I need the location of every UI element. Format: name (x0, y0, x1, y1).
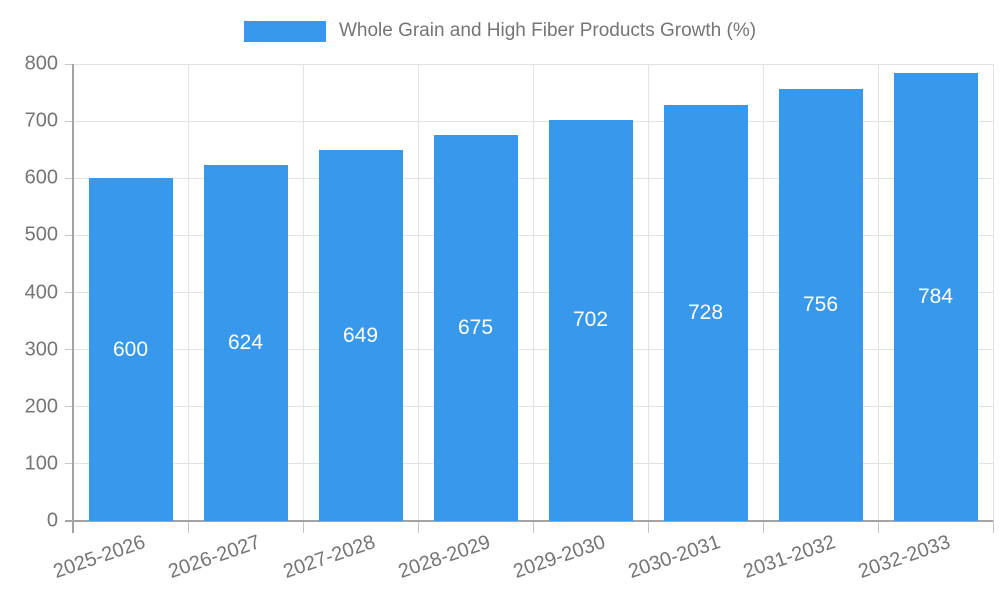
y-axis-tick-label: 200 (24, 395, 58, 418)
bar-value-label: 728 (687, 301, 724, 325)
x-tick-mark (302, 521, 304, 533)
y-axis-tick-label: 400 (24, 281, 58, 303)
chart-legend[interactable]: Whole Grain and High Fiber Products Grow… (0, 20, 1000, 42)
x-gridline (647, 64, 649, 521)
x-gridline (532, 64, 534, 521)
y-tick-mark (65, 349, 73, 351)
y-tick-mark (65, 120, 73, 122)
bar-value-label: 649 (342, 323, 379, 347)
x-axis-tick-label: 2026-2027 (165, 531, 263, 583)
y-axis-line (72, 64, 74, 533)
bar[interactable] (548, 119, 633, 521)
bar-value-label: 624 (227, 330, 264, 354)
legend-label: Whole Grain and High Fiber Products Grow… (338, 20, 757, 41)
y-tick-mark (65, 177, 73, 179)
x-axis-tick-label: 2030-2031 (625, 531, 723, 583)
x-axis-tick-label: 2031-2032 (740, 531, 838, 583)
bar[interactable] (433, 135, 518, 521)
y-axis-tick-label: 600 (24, 166, 58, 189)
y-tick-mark (65, 292, 73, 293)
y-tick-mark (65, 463, 73, 465)
x-tick-mark (762, 521, 764, 533)
x-tick-mark (417, 521, 419, 533)
bar-value-label: 784 (917, 285, 954, 309)
x-axis-tick-label: 2027-2028 (280, 531, 378, 583)
x-tick-mark (992, 521, 994, 533)
bar-value-label: 702 (572, 308, 609, 332)
bar[interactable] (778, 89, 863, 521)
bar-value-label: 675 (457, 316, 494, 340)
x-tick-mark (187, 521, 189, 533)
legend-swatch[interactable] (243, 20, 326, 42)
x-gridline (417, 64, 419, 521)
bar-value-label: 600 (112, 337, 149, 361)
bar[interactable] (203, 164, 288, 521)
x-gridline (302, 64, 304, 521)
y-axis-tick-label: 0 (46, 509, 58, 532)
x-axis-line (65, 520, 993, 522)
x-axis-tick-label: 2028-2029 (395, 531, 493, 583)
x-tick-mark (647, 521, 649, 533)
bar[interactable] (88, 178, 173, 521)
y-axis-tick-label: 100 (24, 452, 58, 475)
x-gridline (762, 64, 764, 521)
y-tick-mark (65, 63, 73, 65)
x-axis-tick-label: 2025-2026 (50, 531, 148, 583)
bar[interactable] (893, 73, 978, 521)
y-axis-tick-label: 800 (24, 52, 58, 75)
bar[interactable] (318, 150, 403, 521)
x-axis-tick-label: 2032-2033 (855, 531, 953, 583)
x-gridline (187, 64, 189, 521)
x-gridline (877, 64, 879, 521)
y-axis-tick-label: 500 (24, 223, 58, 246)
x-gridline (992, 64, 994, 521)
bar-value-label: 756 (802, 293, 839, 317)
y-tick-mark (65, 406, 73, 408)
y-axis-tick-label: 700 (24, 109, 58, 132)
x-tick-mark (532, 521, 534, 533)
y-axis-tick-label: 300 (24, 338, 58, 361)
x-axis-tick-label: 2029-2030 (510, 531, 608, 583)
bar[interactable] (663, 105, 748, 521)
y-tick-mark (65, 234, 73, 236)
x-tick-mark (877, 521, 879, 533)
